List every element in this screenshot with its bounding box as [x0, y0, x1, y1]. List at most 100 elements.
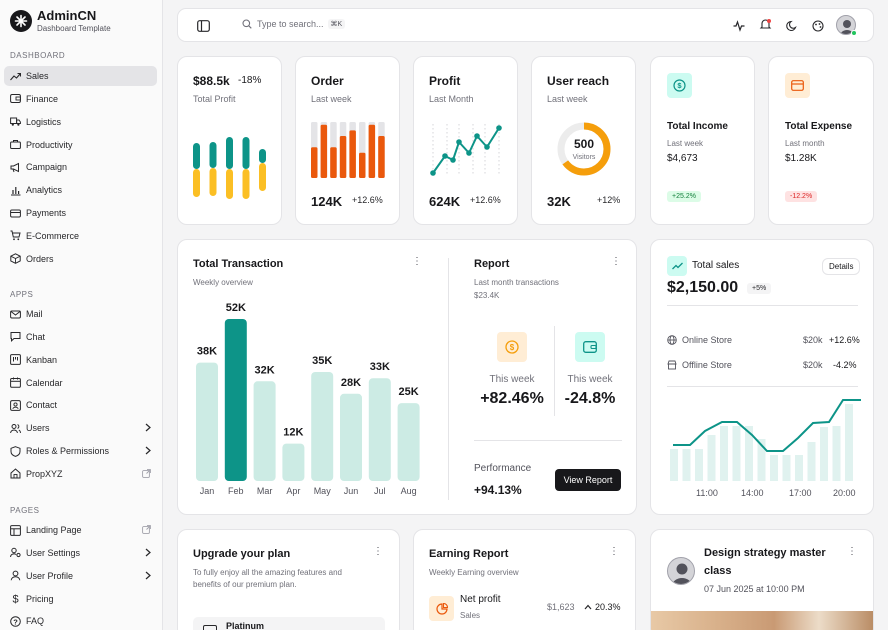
order-bar [349, 130, 356, 178]
profit-bar-top [242, 137, 250, 169]
sidebar-item-logistics[interactable]: Logistics [4, 112, 157, 132]
performance-label: Performance [474, 463, 532, 474]
sidebar-item-campaign[interactable]: Campaign [4, 157, 157, 177]
plan-option-platinum[interactable]: Platinum [193, 617, 385, 630]
sidebar-item-label: Roles & Permissions [26, 446, 110, 457]
trending-up-icon [667, 256, 687, 276]
profit-bar-top [226, 137, 233, 169]
sidebar-item-kanban[interactable]: Kanban [4, 350, 157, 370]
sidebar-item-productivity[interactable]: Productivity [4, 135, 157, 155]
event-more-icon[interactable]: ⋮ [847, 546, 857, 557]
report-more-icon[interactable]: ⋮ [611, 256, 621, 267]
brand-title: AdminCN [37, 8, 97, 23]
order-change: +12.6% [352, 195, 383, 205]
transaction-bar [368, 378, 391, 481]
profit-bar-top [259, 149, 266, 163]
sidebar-item-faq[interactable]: ? FAQ [4, 611, 157, 630]
sales-x-label-3: 17:00 [789, 488, 812, 498]
total-income-card: $ Total Income Last week $4,673 +25.2% [650, 56, 755, 225]
search-box[interactable]: Type to search... ⌘K [242, 19, 346, 29]
sidebar-item-analytics[interactable]: Analytics [4, 180, 157, 200]
sidebar-item-chat[interactable]: Chat [4, 327, 157, 347]
profit-line-chart [430, 124, 502, 176]
earning-item-title: Net profit [460, 594, 501, 605]
profit-value: $88.5k [193, 74, 230, 88]
sidebar-item-pricing[interactable]: $ Pricing [4, 589, 157, 609]
transaction-x-label: Feb [228, 486, 244, 496]
details-button[interactable]: Details [822, 258, 861, 275]
report-subtitle: Last month transactions [474, 278, 559, 287]
event-title-line2: class [704, 565, 732, 577]
dollar-icon: $ [10, 593, 21, 605]
sidebar-toggle-icon[interactable] [197, 19, 210, 37]
brand[interactable]: AdminCN Dashboard Template [10, 8, 111, 34]
sidebar-item-orders[interactable]: Orders [4, 249, 157, 269]
sidebar-item-mail[interactable]: Mail [4, 304, 157, 324]
reach-title: User reach [547, 74, 610, 88]
user-reach-card: User reach Last week 500 Visitors 32K +1… [531, 56, 636, 225]
sidebar-item-e-commerce[interactable]: E-Commerce [4, 226, 157, 246]
online-store-label: Online Store [682, 335, 733, 345]
search-input[interactable]: Type to search... [257, 19, 324, 29]
briefcase-icon [10, 139, 21, 150]
earning-item-amount: $1,623 [547, 602, 575, 612]
sidebar-item-finance[interactable]: Finance [4, 89, 157, 109]
sidebar-item-label: Productivity [26, 139, 73, 150]
transaction-x-label: Mar [257, 486, 273, 496]
transaction-bar [224, 319, 247, 481]
transaction-x-label: Jan [200, 486, 215, 496]
layout-icon [10, 524, 21, 536]
cart-icon [10, 230, 21, 241]
sidebar-item-sales[interactable]: Sales [4, 66, 157, 86]
plan-more-icon[interactable]: ⋮ [373, 546, 383, 557]
help-icon: ? [10, 616, 21, 627]
income-badge: +25.2% [667, 191, 701, 202]
sidebar-item-contact[interactable]: Contact [4, 395, 157, 415]
sidebar-item-label: Orders [26, 253, 54, 264]
sidebar-item-label: Mail [26, 309, 43, 319]
truck-icon [10, 116, 21, 127]
chevron-right-icon [145, 446, 151, 455]
earning-more-icon[interactable]: ⋮ [609, 546, 619, 557]
sidebar-item-payments[interactable]: Payments [4, 203, 157, 223]
palette-icon[interactable] [812, 19, 824, 37]
order-card: Order Last week 124K +12.6% [295, 56, 400, 225]
report-left-value: +82.46% [480, 390, 544, 407]
view-report-button[interactable]: View Report [555, 469, 621, 491]
order-bar [378, 136, 385, 178]
sidebar-item-calendar[interactable]: Calendar [4, 373, 157, 393]
store-icon [667, 360, 677, 370]
sidebar-item-roles-permissions[interactable]: Roles & Permissions [4, 441, 157, 461]
moon-icon[interactable] [786, 19, 798, 37]
plan-option-icon [203, 625, 217, 630]
wallet-icon [575, 332, 605, 362]
sidebar-item-label: User Profile [26, 570, 74, 581]
search-icon [242, 19, 252, 29]
total-expense-card: Total Expense Last month $1.28K -12.2% [768, 56, 874, 225]
transaction-more-icon[interactable]: ⋮ [412, 256, 422, 267]
earning-report-card: Earning Report ⋮ Weekly Earning overview… [413, 529, 636, 630]
search-shortcut: ⌘K [327, 19, 346, 29]
transaction-bar-chart: 38K Jan 52K Feb 32K Mar 12K Apr 35K May 28K Jun 33K J… [196, 302, 420, 496]
sales-bar [782, 455, 791, 481]
sidebar-item-users[interactable]: Users [4, 418, 157, 438]
income-period: Last week [667, 139, 704, 148]
sales-bar [757, 439, 766, 481]
section-pages-label: PAGES [10, 506, 40, 515]
transaction-bar-label: 25K [399, 386, 419, 398]
reach-center-value: 500 [573, 137, 595, 151]
activity-icon[interactable] [733, 19, 745, 37]
sidebar-item-landing-page[interactable]: Landing Page [4, 520, 157, 540]
sales-bar [732, 426, 741, 481]
earning-item-change-wrap: 20.3% [584, 602, 621, 612]
sidebar-item-propxyz[interactable]: PropXYZ [4, 464, 157, 484]
sales-bar [795, 455, 803, 481]
sidebar-item-user-settings[interactable]: User Settings [4, 543, 157, 563]
user-cog-icon [10, 547, 21, 558]
event-title-line1: Design strategy master [704, 547, 826, 559]
transaction-bar [340, 393, 362, 481]
sidebar-item-user-profile[interactable]: User Profile [4, 566, 157, 586]
bell-icon[interactable] [759, 18, 772, 36]
report-inner-divider [554, 326, 555, 416]
sales-hr-bottom [667, 386, 858, 387]
